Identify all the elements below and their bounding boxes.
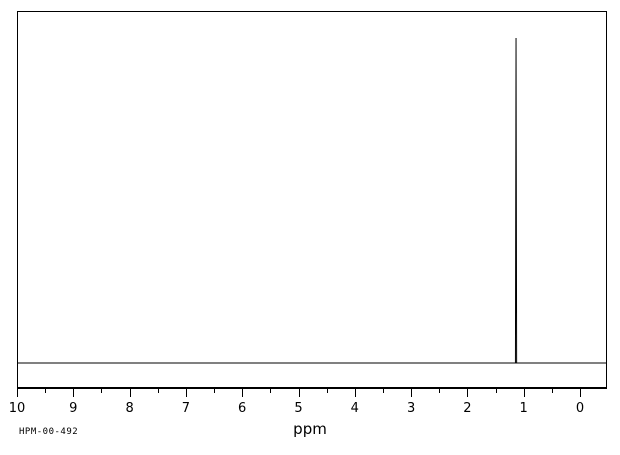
spectrum-peak: [515, 38, 516, 363]
axis-tick-label: 7: [181, 401, 191, 416]
axis-tick-label: 0: [575, 401, 585, 416]
axis-tick-label: 3: [406, 401, 416, 416]
axis-tick-label: 10: [8, 401, 26, 416]
axis-tick-label: 5: [294, 401, 303, 416]
axis-tick-label: 9: [69, 401, 78, 416]
spectrum-trace: [18, 12, 606, 387]
axis-ticks: [17, 388, 607, 397]
plot-frame: [17, 11, 607, 388]
axis-tick-label: 6: [238, 401, 247, 416]
axis-tick-label: 2: [463, 401, 472, 416]
axis-title-ppm: ppm: [293, 420, 327, 438]
axis-tick-label: 1: [519, 401, 528, 416]
axis-tick-label: 8: [125, 401, 134, 416]
axis-tick-label: 4: [350, 401, 359, 416]
x-axis: 10 9 8 7 6 5 4 3 2 1 0 ppm HPM-00-492: [0, 388, 620, 455]
sample-id-label: HPM-00-492: [19, 427, 79, 437]
